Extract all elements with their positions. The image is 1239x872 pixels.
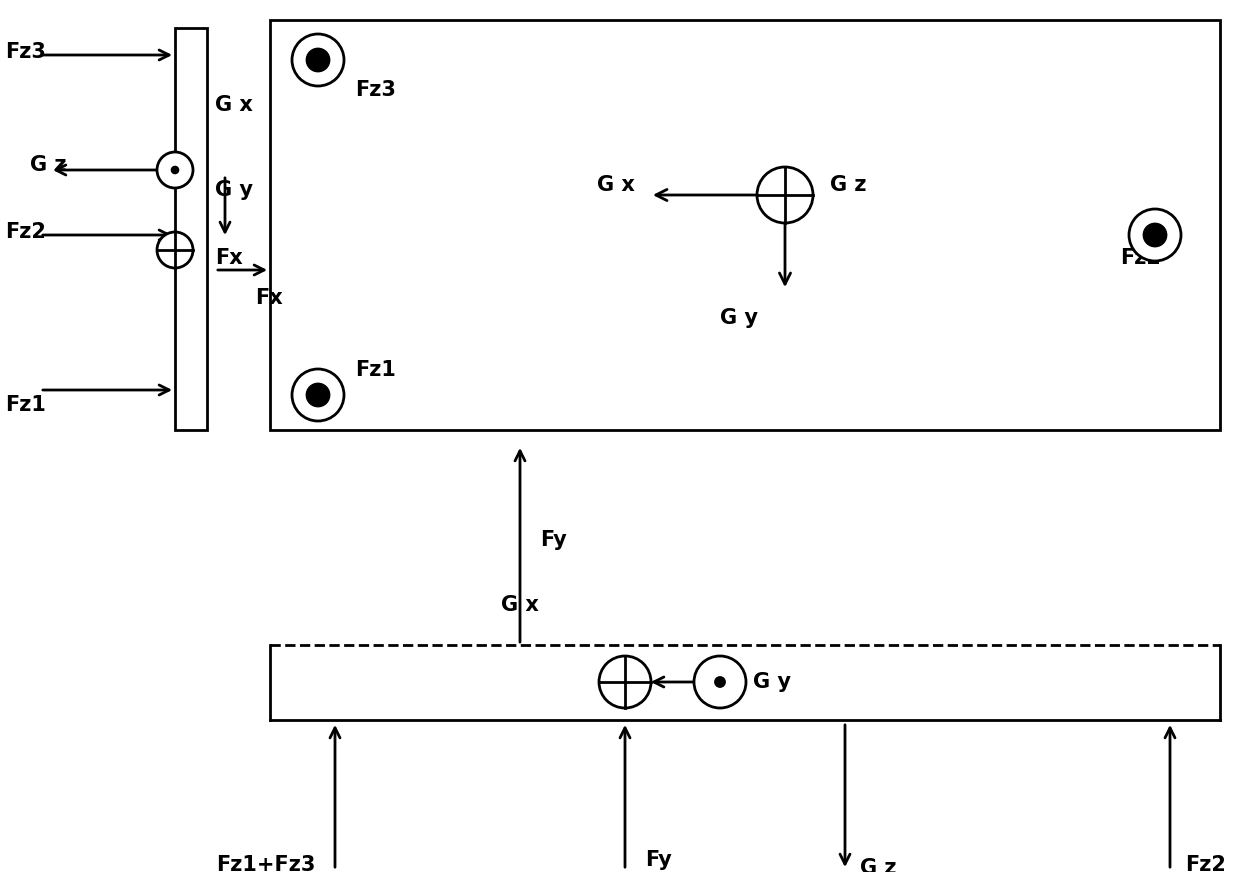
Circle shape	[694, 656, 746, 708]
Text: G z: G z	[30, 155, 67, 175]
Circle shape	[292, 369, 344, 421]
Circle shape	[1144, 223, 1167, 247]
Text: Fz1+Fz3: Fz1+Fz3	[216, 855, 315, 872]
Text: G x: G x	[501, 595, 539, 615]
Circle shape	[757, 167, 813, 223]
Text: Fx: Fx	[216, 248, 243, 268]
Text: Fz2: Fz2	[1120, 248, 1161, 268]
Text: G y: G y	[720, 308, 758, 328]
Bar	[270, 645, 1220, 720]
Circle shape	[598, 656, 650, 708]
Text: Fz2: Fz2	[5, 222, 46, 242]
Circle shape	[157, 152, 193, 188]
Bar	[175, 28, 207, 430]
Circle shape	[306, 48, 330, 72]
Text: Fz2: Fz2	[1184, 855, 1225, 872]
Circle shape	[715, 677, 725, 687]
Text: G z: G z	[860, 858, 897, 872]
Text: Fz1: Fz1	[5, 395, 46, 415]
Text: G x: G x	[597, 175, 636, 195]
Circle shape	[306, 384, 330, 406]
Text: Fy: Fy	[646, 850, 672, 870]
Text: G y: G y	[753, 672, 790, 692]
Text: Fx: Fx	[255, 288, 282, 308]
Text: G x: G x	[216, 95, 253, 115]
Circle shape	[171, 167, 178, 174]
Bar	[270, 20, 1220, 430]
Circle shape	[157, 232, 193, 268]
Text: G y: G y	[216, 180, 253, 200]
Text: Fy: Fy	[540, 530, 566, 550]
Text: Fz3: Fz3	[356, 80, 396, 100]
Text: Fz1: Fz1	[356, 360, 396, 380]
Circle shape	[1129, 209, 1181, 261]
Circle shape	[292, 34, 344, 86]
Text: G z: G z	[830, 175, 866, 195]
Text: Fz3: Fz3	[5, 42, 46, 62]
